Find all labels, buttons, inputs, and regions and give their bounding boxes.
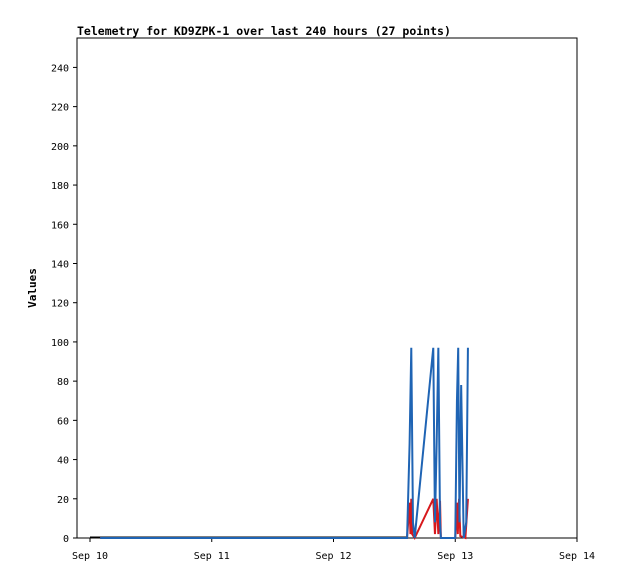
x-tick-label: Sep 12: [315, 551, 351, 562]
plot-frame: [76, 37, 578, 539]
series-line-1: [100, 347, 469, 539]
y-tick-label: 20: [57, 495, 69, 506]
x-tick-label: Sep 14: [559, 551, 595, 562]
y-tick-label: 40: [57, 456, 69, 467]
x-tick-label: Sep 13: [437, 551, 473, 562]
y-tick-label: 60: [57, 416, 69, 427]
y-tick-label: 160: [51, 220, 69, 231]
y-tick-label: 180: [51, 181, 69, 192]
series-layer: [90, 347, 469, 541]
y-tick-label: 140: [51, 259, 69, 270]
chart-title: Telemetry for KD9ZPK-1 over last 240 hou…: [77, 24, 451, 38]
x-tick-label: Sep 11: [194, 551, 230, 562]
y-tick-label: 200: [51, 142, 69, 153]
y-tick-label: 80: [57, 377, 69, 388]
x-tick-label: Sep 10: [72, 551, 108, 562]
y-axis-ticks: 0 20 40 60 80 100 120 140 160 180 200 220 240: [51, 63, 77, 545]
y-tick-label: 240: [51, 63, 69, 74]
y-tick-label: 120: [51, 299, 69, 310]
x-axis-ticks: Sep 10 Sep 11 Sep 12 Sep 13 Sep 14: [72, 538, 595, 562]
y-tick-label: 220: [51, 103, 69, 114]
y-tick-label: 0: [63, 534, 69, 545]
y-tick-label: 100: [51, 338, 69, 349]
y-axis-label: Values: [26, 268, 39, 308]
